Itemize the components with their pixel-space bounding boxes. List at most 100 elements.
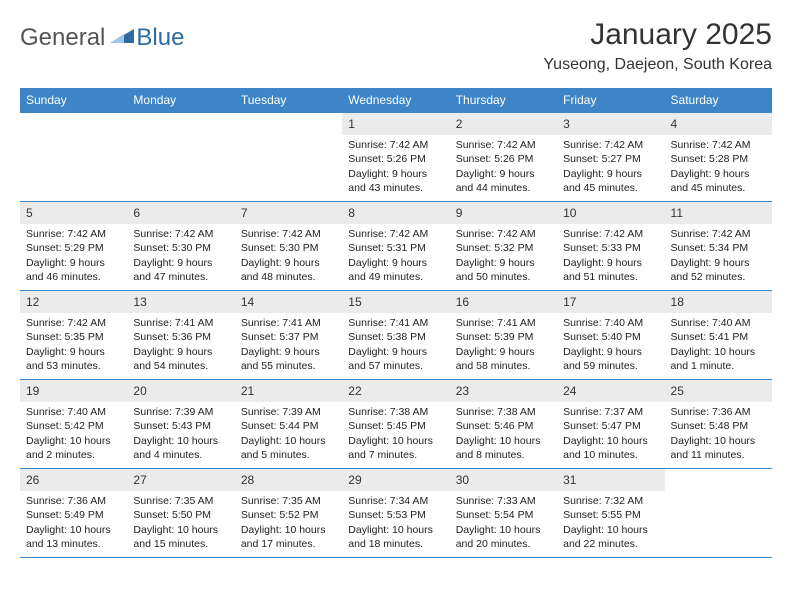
day-body: Sunrise: 7:33 AMSunset: 5:54 PMDaylight:…: [450, 491, 557, 557]
daylight-text: Daylight: 9 hours and 45 minutes.: [671, 167, 766, 195]
sunrise-text: Sunrise: 7:42 AM: [671, 138, 766, 152]
sunrise-text: Sunrise: 7:42 AM: [671, 227, 766, 241]
daylight-text: Daylight: 10 hours and 17 minutes.: [241, 523, 336, 551]
day-body: [665, 475, 772, 484]
day-cell: 6 Sunrise: 7:42 AMSunset: 5:30 PMDaylight…: [127, 202, 234, 290]
day-number-row: 20: [127, 380, 234, 402]
day-cell: 24Sunrise: 7:37 AMSunset: 5:47 PMDayligh…: [557, 380, 664, 468]
sunset-text: Sunset: 5:42 PM: [26, 419, 121, 433]
day-number: 21: [241, 384, 254, 398]
day-number-row: 25: [665, 380, 772, 402]
day-number: 3: [563, 117, 570, 131]
brand-logo: General Blue: [20, 18, 184, 52]
location-text: Yuseong, Daejeon, South Korea: [543, 56, 772, 74]
sunset-text: Sunset: 5:48 PM: [671, 419, 766, 433]
sunset-text: Sunset: 5:36 PM: [133, 330, 228, 344]
day-body: Sunrise: 7:35 AMSunset: 5:52 PMDaylight:…: [235, 491, 342, 557]
day-number-row: 7: [235, 202, 342, 224]
day-number: 18: [671, 295, 684, 309]
day-number-row: 8: [342, 202, 449, 224]
sunrise-text: Sunrise: 7:40 AM: [563, 316, 658, 330]
weekday-header-row: Sunday Monday Tuesday Wednesday Thursday…: [20, 88, 772, 112]
day-cell: 28Sunrise: 7:35 AMSunset: 5:52 PMDayligh…: [235, 469, 342, 557]
day-number: 19: [26, 384, 39, 398]
day-number-row: 14: [235, 291, 342, 313]
day-cell: 18Sunrise: 7:40 AMSunset: 5:41 PMDayligh…: [665, 291, 772, 379]
daylight-text: Daylight: 9 hours and 50 minutes.: [456, 256, 551, 284]
daylight-text: Daylight: 9 hours and 53 minutes.: [26, 345, 121, 373]
daylight-text: Daylight: 10 hours and 13 minutes.: [26, 523, 121, 551]
day-body: Sunrise: 7:42 AMSunset: 5:30 PMDaylight:…: [235, 224, 342, 290]
sunset-text: Sunset: 5:52 PM: [241, 508, 336, 522]
day-number: 14: [241, 295, 254, 309]
sunrise-text: Sunrise: 7:42 AM: [26, 316, 121, 330]
day-cell: 20Sunrise: 7:39 AMSunset: 5:43 PMDayligh…: [127, 380, 234, 468]
day-body: Sunrise: 7:41 AMSunset: 5:37 PMDaylight:…: [235, 313, 342, 379]
day-number-row: 18: [665, 291, 772, 313]
sunrise-text: Sunrise: 7:42 AM: [456, 227, 551, 241]
day-number: 11: [671, 206, 683, 220]
sunset-text: Sunset: 5:50 PM: [133, 508, 228, 522]
day-number-row: 22: [342, 380, 449, 402]
day-number-row: 5: [20, 202, 127, 224]
sunrise-text: Sunrise: 7:42 AM: [456, 138, 551, 152]
daylight-text: Daylight: 9 hours and 54 minutes.: [133, 345, 228, 373]
daylight-text: Daylight: 10 hours and 20 minutes.: [456, 523, 551, 551]
day-body: Sunrise: 7:42 AMSunset: 5:26 PMDaylight:…: [342, 135, 449, 201]
day-body: Sunrise: 7:41 AMSunset: 5:39 PMDaylight:…: [450, 313, 557, 379]
day-cell: 29 Sunrise: 7:34 AMSunset: 5:53 PMDayligh…: [342, 469, 449, 557]
daylight-text: Daylight: 10 hours and 11 minutes.: [671, 434, 766, 462]
sunset-text: Sunset: 5:44 PM: [241, 419, 336, 433]
day-cell: 9Sunrise: 7:42 AMSunset: 5:32 PMDaylight…: [450, 202, 557, 290]
sunrise-text: Sunrise: 7:36 AM: [26, 494, 121, 508]
day-body: Sunrise: 7:42 AMSunset: 5:26 PMDaylight:…: [450, 135, 557, 201]
day-cell: 15 Sunrise: 7:41 AMSunset: 5:38 PMDayligh…: [342, 291, 449, 379]
day-body: Sunrise: 7:42 AMSunset: 5:32 PMDaylight:…: [450, 224, 557, 290]
day-number-row: 10: [557, 202, 664, 224]
day-cell: 11Sunrise: 7:42 AMSunset: 5:34 PMDayligh…: [665, 202, 772, 290]
title-area: January 2025 Yuseong, Daejeon, South Kor…: [543, 18, 772, 74]
day-cell: 23 Sunrise: 7:38 AMSunset: 5:46 PMDayligh…: [450, 380, 557, 468]
weekday-header: Thursday: [450, 88, 557, 112]
day-number: 12: [26, 295, 39, 309]
day-cell: 16 Sunrise: 7:41 AMSunset: 5:39 PMDayligh…: [450, 291, 557, 379]
day-body: Sunrise: 7:42 AMSunset: 5:31 PMDaylight:…: [342, 224, 449, 290]
day-number-row: 23: [450, 380, 557, 402]
day-number: 15: [348, 295, 361, 309]
day-cell: 1Sunrise: 7:42 AMSunset: 5:26 PMDaylight…: [342, 113, 449, 201]
day-number: 16: [456, 295, 469, 309]
day-cell: 22Sunrise: 7:38 AMSunset: 5:45 PMDayligh…: [342, 380, 449, 468]
daylight-text: Daylight: 10 hours and 2 minutes.: [26, 434, 121, 462]
day-number-row: 26: [20, 469, 127, 491]
sunset-text: Sunset: 5:41 PM: [671, 330, 766, 344]
sunset-text: Sunset: 5:35 PM: [26, 330, 121, 344]
day-body: Sunrise: 7:42 AMSunset: 5:30 PMDaylight:…: [127, 224, 234, 290]
sunrise-text: Sunrise: 7:42 AM: [241, 227, 336, 241]
day-body: [127, 119, 234, 128]
day-body: Sunrise: 7:35 AMSunset: 5:50 PMDaylight:…: [127, 491, 234, 557]
day-number-row: 28: [235, 469, 342, 491]
day-body: Sunrise: 7:41 AMSunset: 5:38 PMDaylight:…: [342, 313, 449, 379]
calendar: Sunday Monday Tuesday Wednesday Thursday…: [20, 88, 772, 558]
sunset-text: Sunset: 5:54 PM: [456, 508, 551, 522]
week-row: 1Sunrise: 7:42 AMSunset: 5:26 PMDaylight…: [20, 112, 772, 201]
day-number-row: 4: [665, 113, 772, 135]
day-number: 23: [456, 384, 469, 398]
brand-part2: Blue: [136, 24, 184, 52]
day-cell: 21Sunrise: 7:39 AMSunset: 5:44 PMDayligh…: [235, 380, 342, 468]
day-cell: 26Sunrise: 7:36 AMSunset: 5:49 PMDayligh…: [20, 469, 127, 557]
day-number: 6: [133, 206, 140, 220]
day-body: Sunrise: 7:34 AMSunset: 5:53 PMDaylight:…: [342, 491, 449, 557]
day-number: 10: [563, 206, 576, 220]
daylight-text: Daylight: 10 hours and 4 minutes.: [133, 434, 228, 462]
day-cell: 25Sunrise: 7:36 AMSunset: 5:48 PMDayligh…: [665, 380, 772, 468]
sunset-text: Sunset: 5:28 PM: [671, 152, 766, 166]
day-body: Sunrise: 7:42 AMSunset: 5:35 PMDaylight:…: [20, 313, 127, 379]
day-cell: 2Sunrise: 7:42 AMSunset: 5:26 PMDaylight…: [450, 113, 557, 201]
day-body: Sunrise: 7:41 AMSunset: 5:36 PMDaylight:…: [127, 313, 234, 379]
day-cell: 10Sunrise: 7:42 AMSunset: 5:33 PMDayligh…: [557, 202, 664, 290]
day-body: Sunrise: 7:38 AMSunset: 5:46 PMDaylight:…: [450, 402, 557, 468]
sunset-text: Sunset: 5:40 PM: [563, 330, 658, 344]
sunset-text: Sunset: 5:38 PM: [348, 330, 443, 344]
day-number: 29: [348, 473, 361, 487]
